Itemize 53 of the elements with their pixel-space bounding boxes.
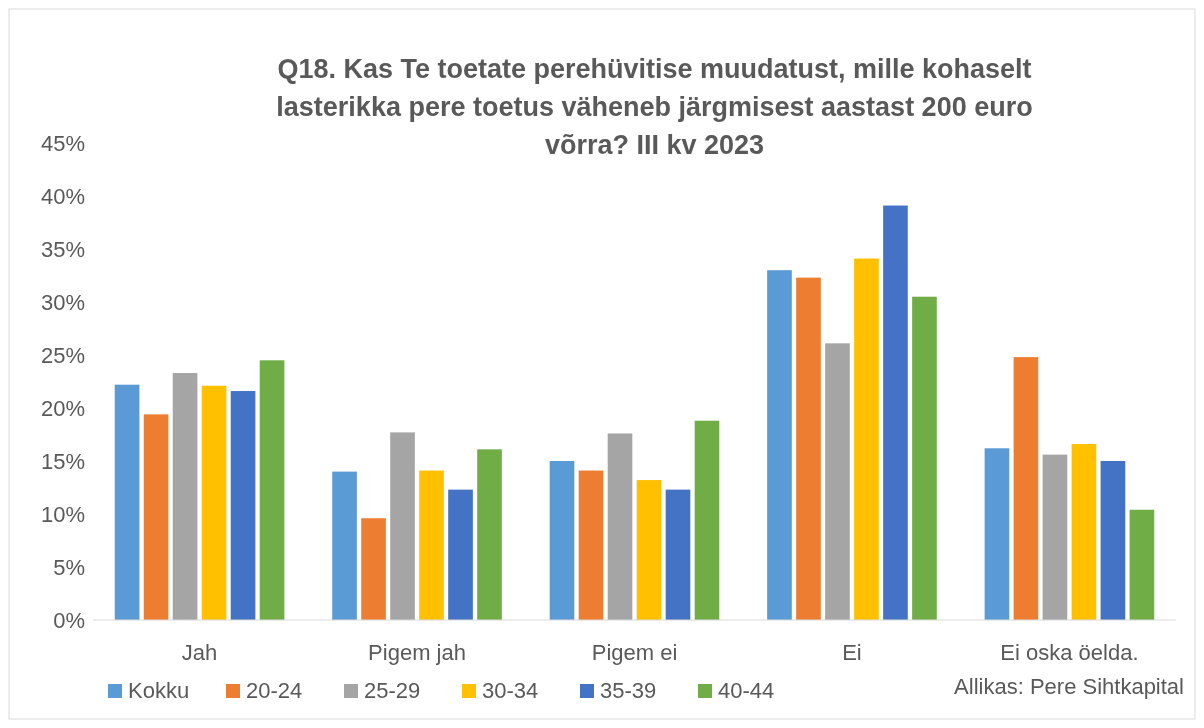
bar xyxy=(578,470,604,620)
bar xyxy=(143,414,169,620)
bar xyxy=(259,360,285,620)
y-tick-label: 15% xyxy=(40,448,85,474)
legend-label: Kokku xyxy=(128,678,190,703)
y-tick-label: 10% xyxy=(40,501,85,527)
y-tick-label: 40% xyxy=(40,183,85,209)
y-tick-label: 0% xyxy=(53,607,85,633)
bar xyxy=(332,471,357,620)
bar xyxy=(1100,461,1126,620)
bar xyxy=(883,205,908,620)
x-tick-label: Jah xyxy=(181,640,218,665)
legend-label: 35-39 xyxy=(600,678,657,703)
bar xyxy=(549,461,575,620)
bar xyxy=(201,385,227,620)
legend-label: 30-34 xyxy=(482,678,539,703)
x-tick-label: Ei xyxy=(842,640,862,665)
y-tick-label: 30% xyxy=(40,289,85,315)
bar xyxy=(448,489,473,620)
y-tick-label: 35% xyxy=(40,236,85,262)
bar xyxy=(477,449,502,620)
bar xyxy=(854,258,879,620)
bar xyxy=(825,343,850,620)
bar xyxy=(1071,444,1097,620)
x-tick-label: Pigem ei xyxy=(591,640,678,665)
y-tick-label: 20% xyxy=(40,395,85,421)
bar xyxy=(419,470,444,620)
chart-title: Q18. Kas Te toetate perehüvitise muudatust, mille kohaselt lasterikka pere toetus väheneb järgmisest aastast 200 euro võrra? III kv 2023 xyxy=(276,54,1033,160)
bar xyxy=(1042,454,1068,620)
bar xyxy=(665,489,691,620)
bar xyxy=(694,420,720,620)
bar xyxy=(1013,357,1039,620)
bar xyxy=(796,277,821,620)
bar xyxy=(984,448,1010,620)
bar xyxy=(1129,509,1155,620)
x-tick-label: Pigem jah xyxy=(368,640,466,665)
x-tick-label: Ei oska öelda. xyxy=(1000,640,1139,665)
legend-label: 40-44 xyxy=(718,678,775,703)
bar xyxy=(912,296,937,620)
legend-label: 25-29 xyxy=(364,678,421,703)
y-tick-label: 5% xyxy=(53,554,85,580)
y-tick-label: 45% xyxy=(40,130,85,156)
text: Allikas: Pere Sihtkapital xyxy=(954,674,1184,699)
bar xyxy=(607,433,633,620)
bar xyxy=(390,432,415,620)
bar xyxy=(230,391,256,620)
bar xyxy=(114,384,140,620)
bar xyxy=(636,480,662,620)
y-tick-label: 25% xyxy=(40,342,85,368)
bar xyxy=(172,373,198,620)
bar xyxy=(767,270,792,620)
bar xyxy=(361,518,386,620)
legend-label: 20-24 xyxy=(246,678,303,703)
